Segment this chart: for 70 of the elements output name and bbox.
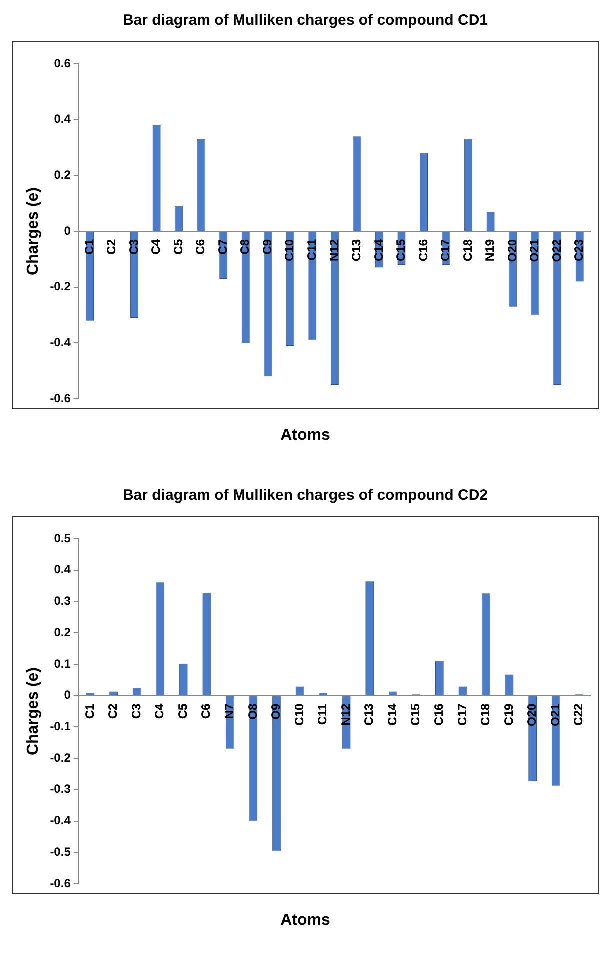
x-tick-label: C14 [385, 703, 400, 726]
x-tick-label: C6 [199, 703, 214, 720]
x-tick-label: O8 [246, 704, 260, 720]
y-tick-label: -0.3 [50, 782, 72, 796]
y-tick-label: -0.1 [50, 719, 72, 734]
x-tick-label: C3 [129, 703, 144, 720]
y-tick-label: 0.2 [54, 168, 72, 182]
x-tick-label: C17 [438, 239, 453, 262]
x-tick-label: C11 [304, 239, 319, 261]
x-tick-label: C18 [460, 239, 475, 262]
x-tick-label: C6 [194, 239, 208, 255]
x-tick-label: N12 [327, 239, 342, 262]
y-tick-label: 0.4 [54, 562, 72, 577]
chart-title: Bar diagram of Mulliken charges of compound CD2 [122, 487, 488, 504]
x-tick-label: C16 [416, 239, 430, 262]
y-tick-label: -0.5 [50, 844, 72, 859]
y-axis-title: Charges (e) [25, 667, 42, 756]
x-tick-label: C2 [104, 239, 119, 255]
x-tick-label: C5 [171, 239, 186, 255]
y-tick-label: 0.6 [54, 56, 72, 70]
x-tick-label: C11 [316, 704, 330, 726]
x-tick-label: N7 [222, 703, 236, 720]
x-tick-label: C9 [260, 239, 274, 255]
x-tick-label: N12 [338, 703, 353, 726]
y-tick-label: 0.2 [54, 625, 72, 640]
x-tick-label: C16 [432, 703, 446, 726]
x-tick-label: N19 [483, 239, 498, 262]
x-tick-label: C13 [350, 239, 364, 262]
x-tick-label: C7 [216, 239, 230, 255]
x-tick-label: C3 [126, 239, 141, 255]
x-tick-label: C22 [572, 703, 586, 726]
x-tick-label: C18 [478, 703, 493, 726]
chart-title: Bar diagram of Mulliken charges of compound CD1 [122, 12, 488, 30]
x-axis-title: Atoms [280, 427, 332, 445]
x-tick-label: C10 [282, 239, 297, 262]
y-tick-label: -0.6 [50, 391, 72, 406]
x-tick-label: C4 [152, 703, 167, 720]
x-tick-label: O21 [528, 239, 542, 262]
y-tick-label: -0.6 [50, 876, 72, 890]
y-tick-label: 0.3 [54, 594, 72, 608]
x-tick-label: C1 [82, 703, 97, 720]
y-tick-label: -0.2 [50, 750, 72, 765]
x-tick-label: C15 [408, 703, 423, 726]
x-tick-label: C14 [372, 239, 386, 262]
y-tick-label: 0.1 [54, 656, 72, 671]
x-tick-label: C13 [362, 703, 376, 726]
y-tick-label: 0.5 [54, 531, 72, 546]
x-tick-label: C19 [502, 703, 516, 726]
x-tick-label: C10 [292, 703, 306, 726]
x-tick-label: C17 [455, 703, 470, 726]
x-tick-label: O20 [525, 704, 540, 727]
x-tick-label: C4 [149, 239, 164, 255]
x-tick-label: C1 [82, 239, 96, 255]
x-tick-label: C2 [106, 703, 120, 720]
x-tick-label: O20 [505, 239, 520, 262]
x-tick-label: O21 [548, 704, 562, 727]
x-tick-label: C23 [572, 239, 586, 262]
y-tick-label: -0.4 [50, 814, 72, 828]
x-axis-title: Atoms [280, 912, 332, 930]
x-tick-label: C5 [176, 703, 190, 720]
x-tick-label: O9 [269, 704, 284, 720]
y-tick-label: -0.2 [50, 280, 72, 294]
x-tick-label: C15 [394, 239, 408, 262]
y-axis-title: Charges (e) [25, 187, 42, 276]
y-tick-label: 0 [64, 688, 72, 702]
y-tick-label: 0.4 [54, 112, 72, 126]
x-tick-label: O22 [550, 239, 564, 262]
y-tick-label: 0 [64, 224, 72, 238]
y-tick-label: -0.4 [50, 335, 72, 350]
x-tick-label: C8 [238, 239, 252, 255]
